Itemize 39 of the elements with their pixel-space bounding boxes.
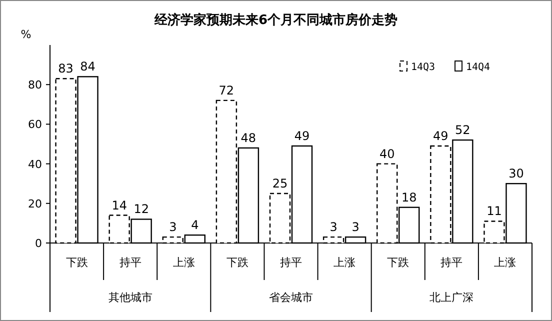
x-tick-label: 上涨 xyxy=(172,256,195,269)
data-label: 84 xyxy=(80,60,96,74)
data-label: 30 xyxy=(508,166,524,181)
x-tick-label: 持平 xyxy=(280,256,302,269)
y-axis-title: % xyxy=(20,28,32,41)
data-label: 49 xyxy=(433,128,448,143)
y-tick-label: 80 xyxy=(28,78,42,92)
x-tick-label: 上涨 xyxy=(334,256,356,269)
data-label: 3 xyxy=(352,220,360,234)
text: 北上广深 xyxy=(430,291,474,304)
data-label: 14 xyxy=(112,198,127,212)
data-label: 72 xyxy=(218,83,234,98)
y-tick-label: 0 xyxy=(35,237,42,250)
data-label: 52 xyxy=(455,123,470,138)
data-label: 48 xyxy=(240,130,256,145)
data-label: 40 xyxy=(379,146,395,161)
x-tick-label: 下跌 xyxy=(226,256,248,269)
data-label: 25 xyxy=(272,176,288,190)
y-tick-label: 40 xyxy=(28,158,42,171)
x-tick-label: 下跌 xyxy=(387,256,410,269)
legend-label: 14Q4 xyxy=(466,62,490,73)
data-label: 12 xyxy=(134,202,149,216)
legend-label: 14Q3 xyxy=(411,62,436,73)
data-label: 4 xyxy=(191,218,199,232)
data-label: 3 xyxy=(169,220,177,234)
data-label: 18 xyxy=(401,190,417,204)
data-label: 83 xyxy=(58,62,74,76)
data-label: 11 xyxy=(486,204,502,218)
y-tick-label: 20 xyxy=(28,197,42,210)
x-tick-label: 上涨 xyxy=(494,256,516,269)
x-tick-label: 持平 xyxy=(440,256,463,269)
chart-title: 经济学家预期未来6个月不同城市房价走势 xyxy=(153,12,398,28)
x-tick-label: 下跌 xyxy=(66,256,88,269)
data-label: 3 xyxy=(330,220,338,234)
x-tick-label: 持平 xyxy=(119,256,142,269)
text: 其他城市 xyxy=(108,291,152,304)
text: 省会城市 xyxy=(269,291,313,304)
y-tick-label: 60 xyxy=(28,118,42,132)
data-label: 49 xyxy=(294,128,310,143)
